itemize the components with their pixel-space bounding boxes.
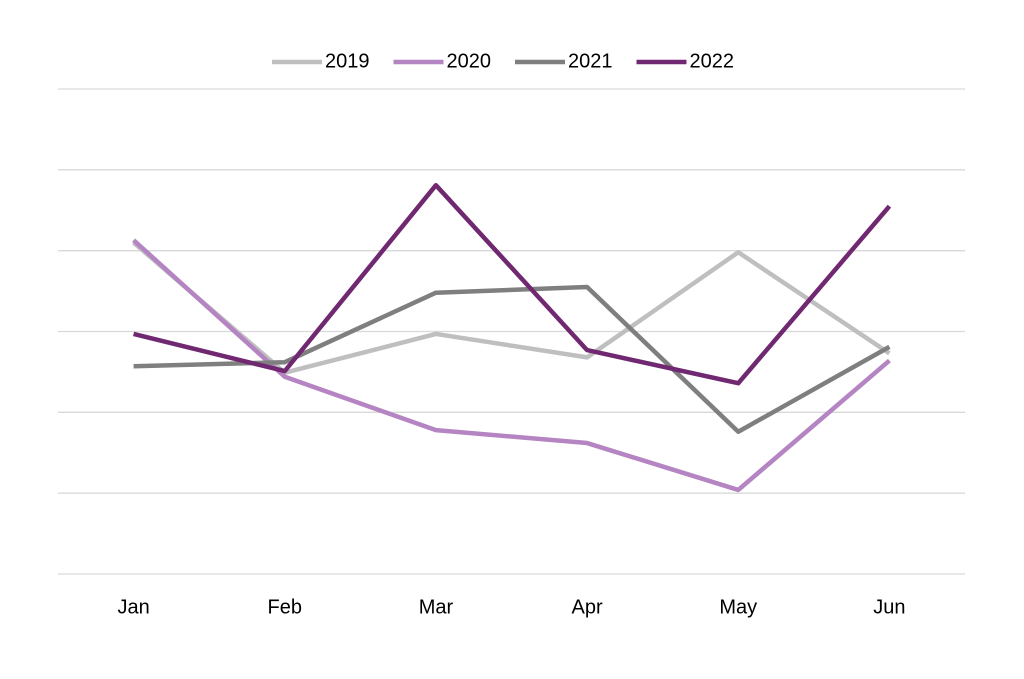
legend-label: 2020	[447, 50, 492, 72]
x-tick-label: Mar	[419, 596, 454, 618]
legend-label: 2022	[690, 50, 735, 72]
series-line	[132, 240, 891, 375]
x-tick-label: May	[719, 596, 757, 618]
series-line	[133, 182, 892, 386]
legend-label: 2021	[568, 50, 613, 72]
x-tick-label: Jan	[117, 596, 149, 618]
legend-label: 2019	[325, 50, 370, 72]
series-line	[133, 284, 891, 434]
x-tick-label: Feb	[268, 596, 302, 618]
x-tick-label: Jun	[873, 596, 905, 618]
series-line	[132, 238, 891, 493]
x-tick-label: Apr	[572, 596, 603, 618]
